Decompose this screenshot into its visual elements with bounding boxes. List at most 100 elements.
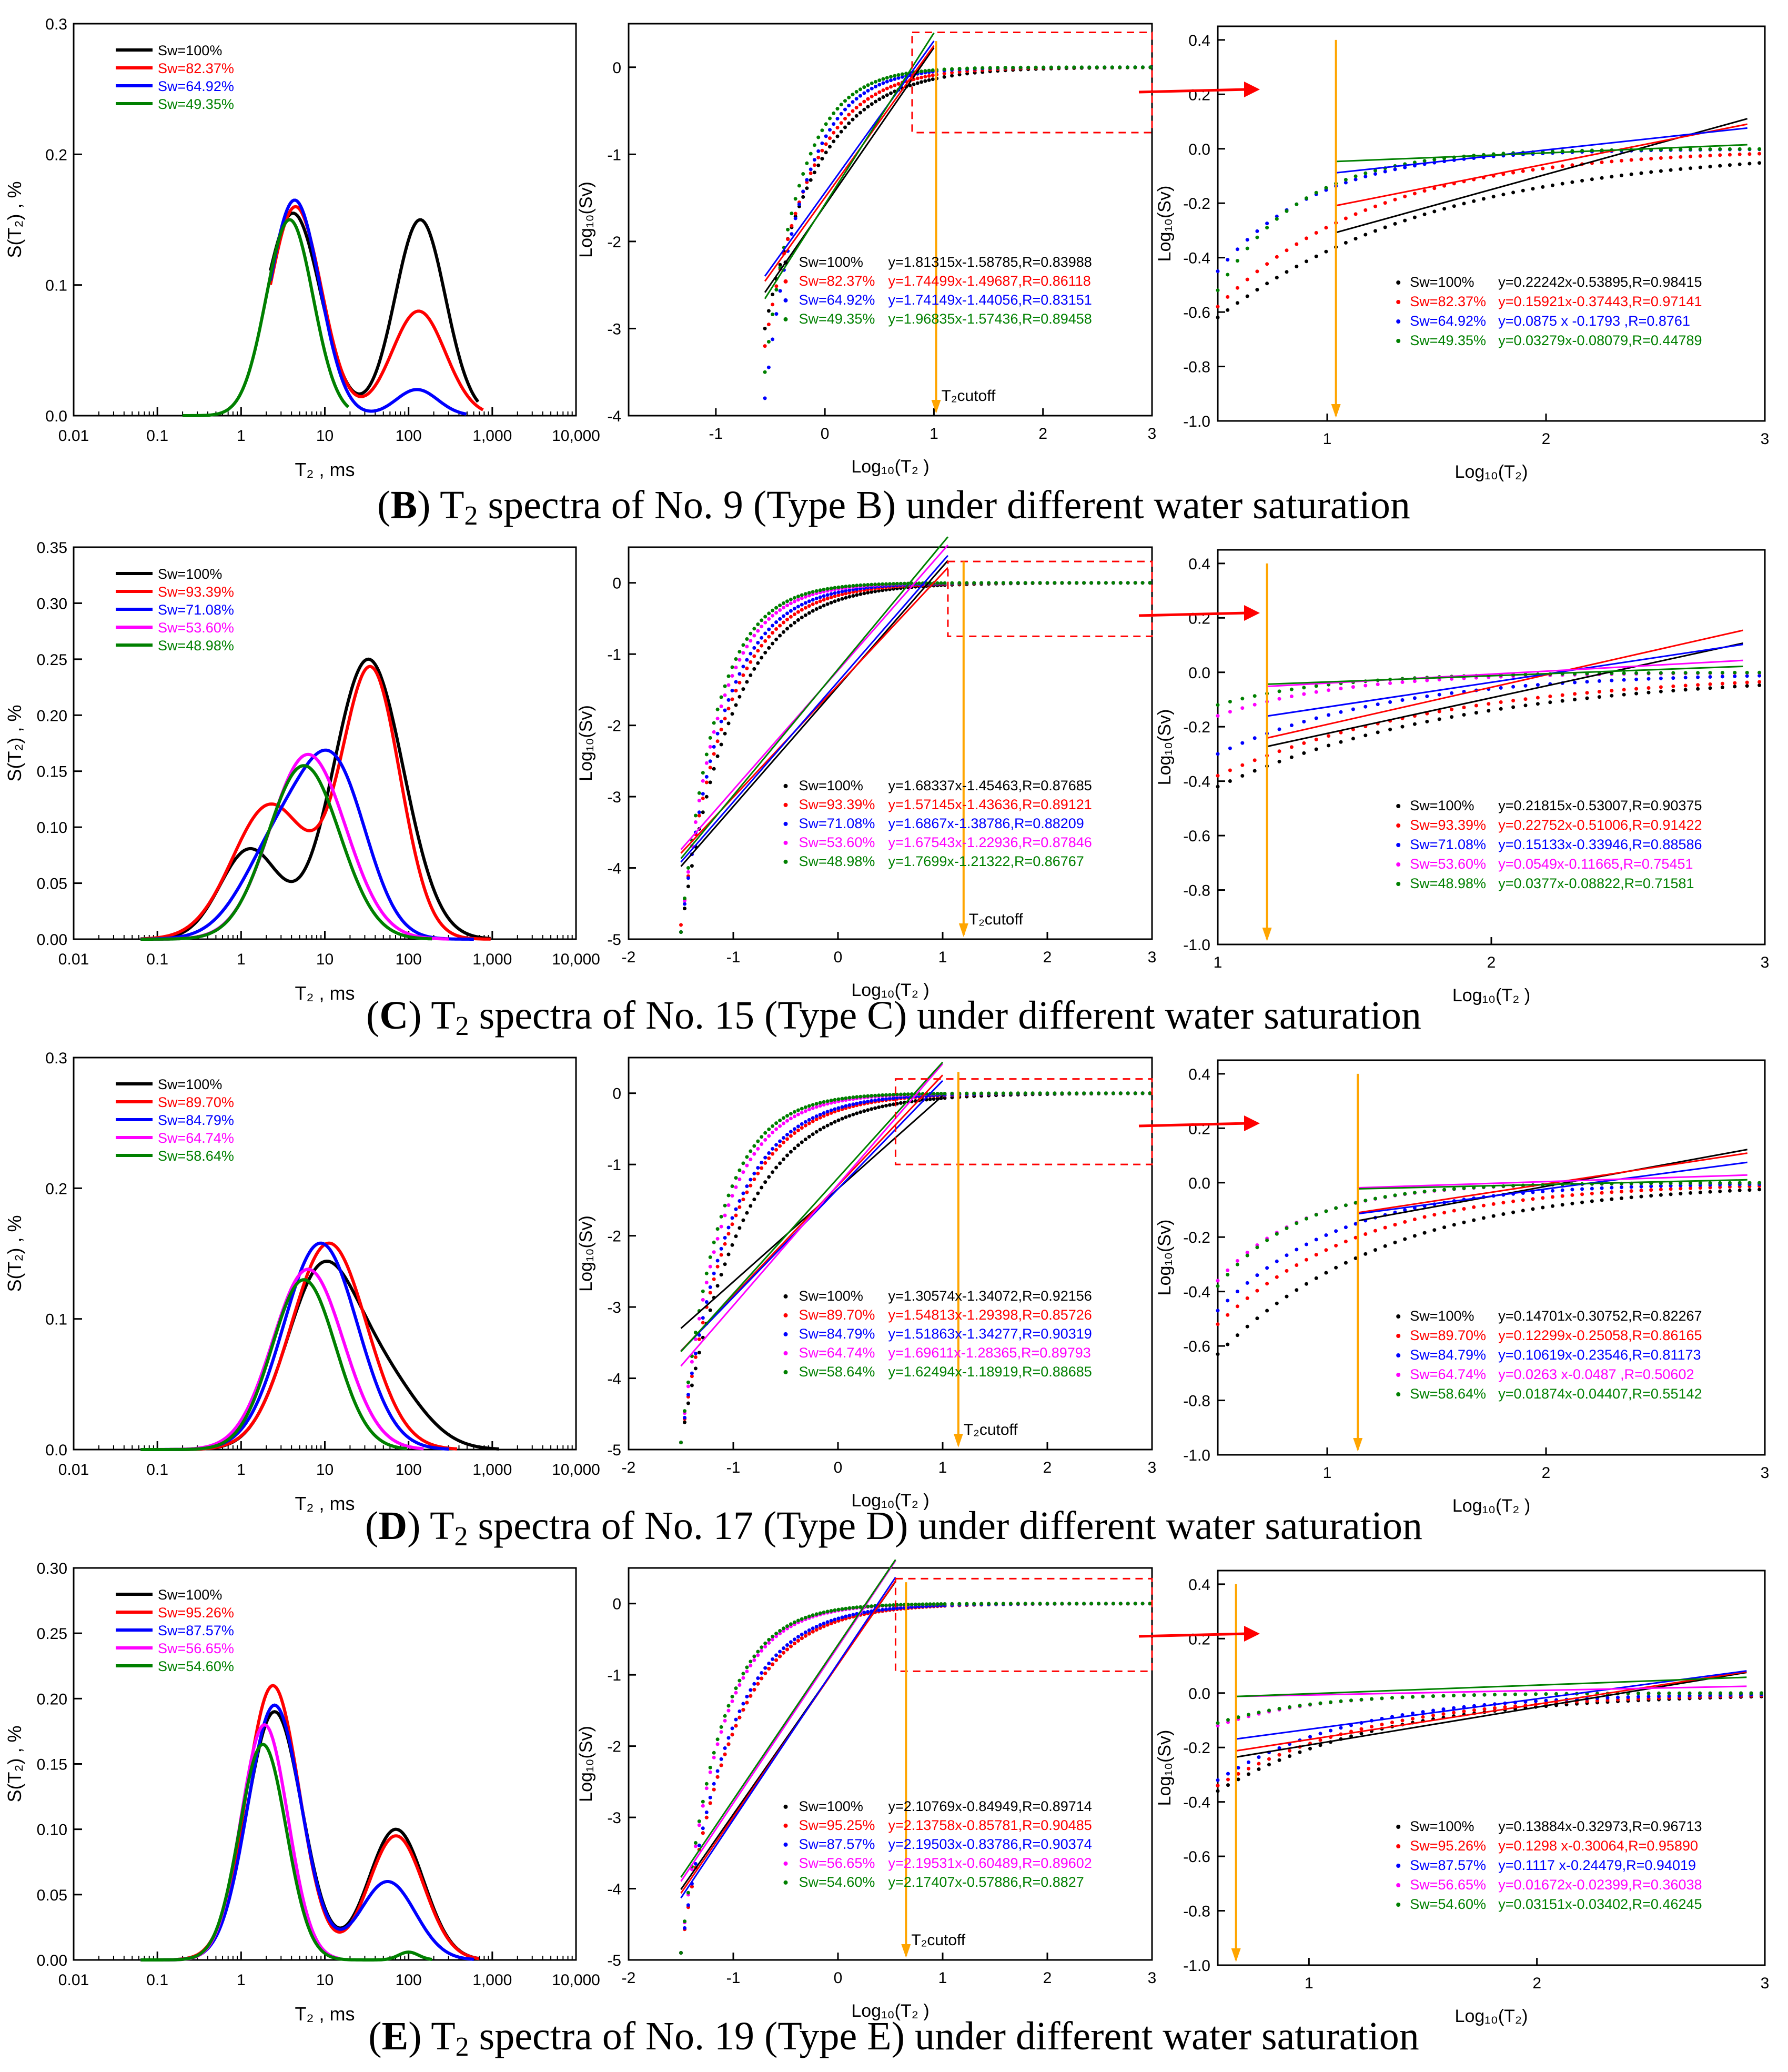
data-point [1491,1214,1496,1218]
data-point [812,163,816,167]
data-point [829,1621,833,1625]
x-tick-label: 10,000 [552,1972,600,1989]
data-point [1501,193,1506,197]
data-point [1018,65,1023,69]
legend-marker [1396,280,1401,285]
data-point [1118,1091,1123,1095]
fit-line [680,536,949,859]
data-point [1351,707,1355,711]
data-point [1067,1602,1072,1606]
data-point [847,1613,852,1617]
cutoff-arrowhead [901,1944,911,1958]
data-point [1757,152,1762,156]
data-point [1531,168,1535,172]
legend-label: Sw=48.98% [158,638,234,653]
data-point [1523,1692,1528,1696]
data-point [749,639,753,643]
cutoff-arrowhead [1353,1438,1363,1452]
data-point [1757,673,1762,678]
data-point [800,1617,804,1621]
x-tick-label: 3 [1761,954,1770,971]
data-point [892,1096,895,1100]
data-point [814,1612,819,1616]
y-tick-label: -5 [607,1442,621,1459]
data-point [715,1737,720,1742]
y-axis-label: Log₁₀(Sv) [1155,1730,1175,1806]
data-point [895,1095,899,1100]
data-point [1432,1213,1437,1217]
data-point [715,1264,720,1269]
y-tick-label: -0.6 [1183,1848,1210,1866]
data-point [782,1629,785,1633]
data-point [862,107,866,112]
data-point [1696,687,1700,691]
data-point [1373,1229,1377,1233]
data-point [774,1658,779,1662]
data-point [825,597,830,601]
data-point [836,1097,841,1101]
data-point [829,1111,833,1115]
data-point [811,1613,815,1617]
data-point [708,1308,712,1312]
data-point [825,1099,830,1103]
data-point [915,76,920,81]
data-point [1597,679,1601,683]
data-point [686,884,690,889]
legend-marker [783,317,788,321]
data-point [1148,65,1153,69]
data-point [1289,723,1294,727]
data-point [756,629,760,633]
data-point [1285,209,1289,213]
data-point [1236,1772,1240,1776]
data-point [763,1180,767,1184]
data-point [785,599,789,604]
data-point [771,623,775,628]
data-point [1679,147,1683,152]
data-point [873,1093,877,1098]
data-point [1659,169,1663,173]
data-point [1383,1244,1387,1248]
data-point [981,66,985,70]
data-point [1421,1710,1425,1714]
y-axis-label: Log₁₀(Sv) [1155,186,1175,262]
data-point [1075,1602,1079,1606]
data-point [1639,171,1643,175]
data-point [862,99,866,104]
data-point [1482,1707,1487,1711]
data-point [1536,683,1540,687]
panel-caption: (E) T2 spectra of No. 19 (Type E) under … [368,2014,1419,2062]
data-point [1757,670,1762,675]
data-point [701,1321,705,1325]
data-point [1523,697,1528,701]
data-point [771,613,775,618]
data-point [726,1225,731,1230]
legend-equation: y=0.1298 x-0.30064,R=0.95890 [1498,1838,1698,1854]
x-axis-label: Log₁₀(T₂ ) [851,1491,929,1511]
legend-label: Sw=54.60% [158,1658,234,1674]
data-point [829,1108,833,1112]
data-point [1487,709,1491,713]
legend-marker [783,1313,788,1317]
data-point [1757,1181,1762,1185]
data-point [818,1626,822,1630]
spectra-axes-frame [73,546,577,940]
data-point [778,617,782,621]
data-point [726,698,731,702]
data-point [1255,1273,1259,1278]
data-point [870,102,874,106]
data-point [1610,1190,1614,1194]
data-point [800,1126,804,1130]
data-point [965,1602,969,1606]
data-point [1671,684,1675,688]
data-point [789,1117,793,1121]
legend-equation: y=1.96835x-1.57436,R=0.89458 [888,311,1092,327]
data-point [1683,676,1688,680]
y-axis-label: Log₁₀(Sv) [1155,709,1175,786]
data-point [928,1097,932,1101]
data-point [1452,1706,1456,1710]
data-point [763,1641,767,1645]
data-point [1329,1728,1332,1733]
data-point [741,651,745,655]
data-point [950,1091,954,1095]
data-point [1111,581,1115,585]
